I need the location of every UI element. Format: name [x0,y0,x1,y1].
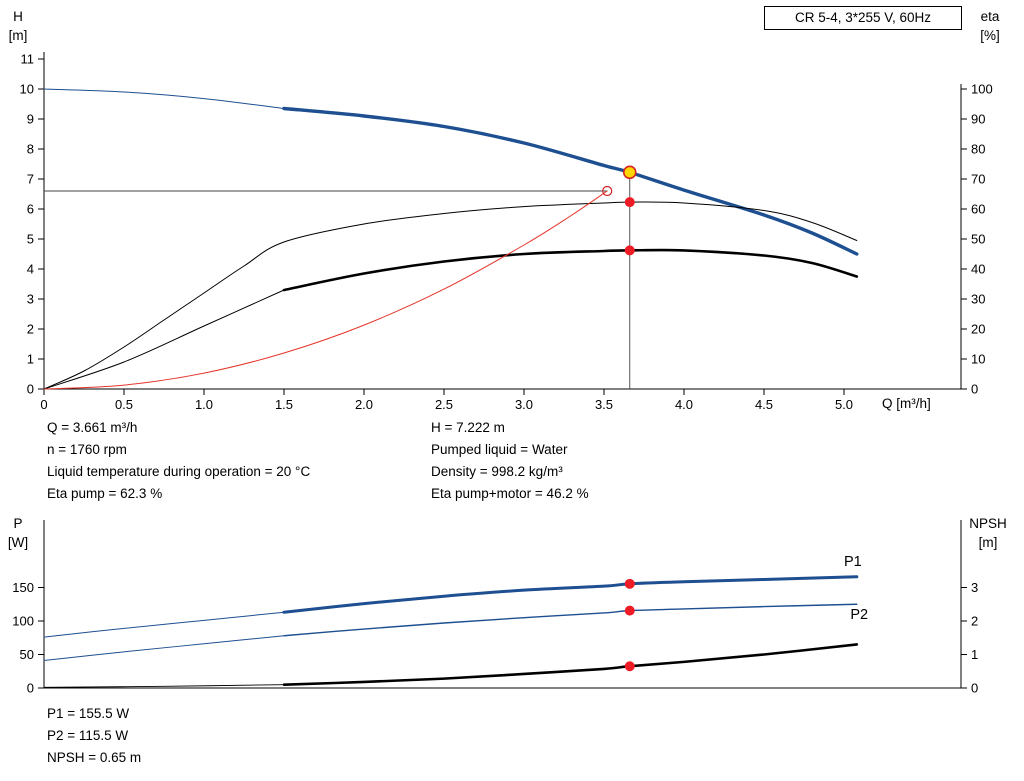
npsh-axis-title: NPSH [m] [956,514,1020,552]
svg-text:3.0: 3.0 [515,397,533,412]
svg-text:70: 70 [971,172,985,187]
svg-text:100: 100 [12,614,34,629]
info-line-q: Q = 3.661 m³/h [47,420,138,435]
svg-text:P2: P2 [850,607,868,623]
svg-text:60: 60 [971,202,985,217]
p-axis-title-line: P [13,516,23,531]
eta-axis-title-line: eta [980,9,1000,24]
info-line-eta-pump: Eta pump = 62.3 % [47,486,163,501]
npsh-axis-title-line: NPSH [969,516,1007,531]
svg-text:11: 11 [21,52,35,67]
svg-text:150: 150 [12,580,34,595]
svg-text:100: 100 [971,82,993,97]
info-line-p2: P2 = 115.5 W [47,728,129,743]
svg-text:1.0: 1.0 [195,397,213,412]
svg-text:7: 7 [27,172,34,187]
svg-text:5: 5 [27,232,34,247]
info-line-liquid: Pumped liquid = Water [431,442,568,457]
eta-axis-title: eta [%] [962,7,1018,45]
svg-text:2: 2 [971,614,978,629]
info-line-npsh: NPSH = 0.65 m [47,750,142,765]
power-npsh-info: P1 = 155.5 W P2 = 115.5 W NPSH = 0.65 m [47,703,141,769]
info-line-density: Density = 998.2 kg/m³ [431,464,563,479]
svg-text:40: 40 [971,262,985,277]
svg-text:0: 0 [971,382,978,397]
svg-text:5.0: 5.0 [835,397,853,412]
svg-text:6: 6 [27,202,34,217]
svg-text:2.5: 2.5 [435,397,453,412]
svg-text:3: 3 [971,580,978,595]
info-line-eta-pump-motor: Eta pump+motor = 46.2 % [431,486,589,501]
info-line-p1: P1 = 155.5 W [47,706,130,721]
pump-model-title-box: CR 5-4, 3*255 V, 60Hz [764,6,962,30]
svg-text:0: 0 [27,382,34,397]
npsh-axis-unit: [m] [978,535,998,550]
svg-text:1.5: 1.5 [275,397,293,412]
svg-text:30: 30 [971,292,985,307]
svg-text:1: 1 [971,647,978,662]
svg-text:3: 3 [27,292,34,307]
svg-text:4.0: 4.0 [675,397,693,412]
svg-text:1: 1 [27,352,34,367]
svg-text:0: 0 [27,681,34,696]
svg-text:0.5: 0.5 [115,397,133,412]
h-axis-title-line: H [13,9,23,24]
info-line-speed: n = 1760 rpm [47,442,127,457]
h-axis-unit: [m] [8,28,28,43]
p-axis-unit: [W] [7,535,29,550]
svg-text:4: 4 [27,262,34,277]
svg-text:4.5: 4.5 [755,397,773,412]
info-line-head: H = 7.222 m [431,420,505,435]
duty-info-left-column: Q = 3.661 m³/h n = 1760 rpm Liquid tempe… [47,417,310,505]
svg-text:8: 8 [27,142,34,157]
svg-text:P1: P1 [844,554,862,570]
svg-text:0: 0 [971,681,978,696]
svg-text:2.0: 2.0 [355,397,373,412]
eta-axis-unit: [%] [980,28,1000,43]
h-axis-title: H [m] [0,7,36,45]
svg-text:10: 10 [971,352,985,367]
svg-text:0: 0 [40,397,47,412]
svg-text:20: 20 [971,322,985,337]
duty-info-right-column: H = 7.222 m Pumped liquid = Water Densit… [431,417,589,505]
svg-text:50: 50 [20,647,34,662]
svg-text:9: 9 [27,112,34,127]
p-axis-title: P [W] [0,514,36,552]
svg-text:50: 50 [971,232,985,247]
svg-text:90: 90 [971,112,985,127]
svg-text:10: 10 [20,82,34,97]
svg-text:3.5: 3.5 [595,397,613,412]
info-line-temperature: Liquid temperature during operation = 20… [47,464,311,479]
q-axis-title: Q [m³/h] [882,396,931,411]
svg-text:80: 80 [971,142,985,157]
svg-text:2: 2 [27,322,34,337]
